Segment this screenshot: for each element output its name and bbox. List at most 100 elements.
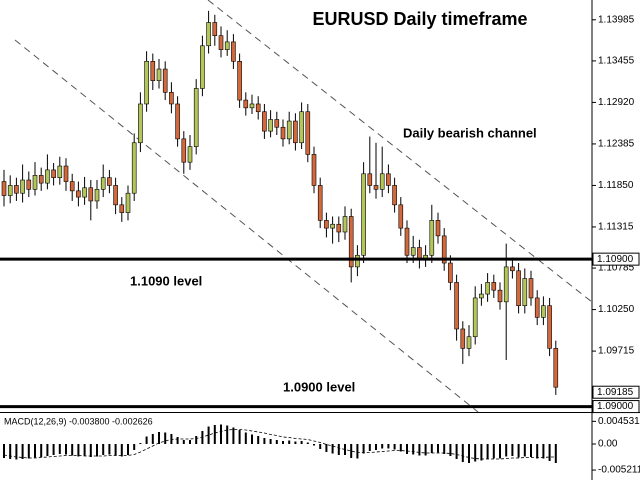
candle-body	[417, 247, 422, 260]
candle-body	[460, 328, 466, 349]
macd-bar	[505, 444, 508, 457]
macd-bar	[517, 444, 520, 458]
candle-body	[262, 111, 267, 132]
macd-bar	[27, 444, 30, 459]
y-tick-label: 0.004531	[598, 416, 640, 427]
candle-body	[20, 179, 25, 194]
candle-body	[175, 103, 180, 140]
y-tick-label: 1.12920	[598, 97, 635, 108]
candle-body	[386, 173, 391, 186]
candle-body	[373, 185, 379, 190]
level-label: 1.09000	[597, 401, 634, 412]
macd-bar	[120, 444, 123, 457]
macd-bar	[127, 444, 129, 455]
y-tick-label: 1.12385	[598, 139, 635, 150]
candle-body	[286, 120, 292, 140]
y-tick-label: 1.13985	[598, 14, 635, 25]
y-tick-label: 1.13455	[598, 56, 635, 67]
candle-body	[379, 173, 385, 190]
macd-bar	[232, 427, 235, 444]
candle-body	[82, 187, 87, 198]
macd-bar	[300, 441, 303, 444]
candle-body	[528, 278, 534, 299]
macd-bar	[46, 444, 49, 456]
candle-body	[45, 169, 50, 184]
candle-body	[249, 103, 255, 109]
chart-title: EURUSD Daily timeframe	[312, 9, 527, 29]
macd-bar	[368, 444, 371, 451]
macd-bar	[251, 434, 253, 444]
candle-body	[237, 60, 242, 101]
candle-body	[125, 192, 131, 213]
macd-bar	[474, 444, 477, 462]
macd-bar	[158, 432, 160, 444]
candle-body	[305, 111, 311, 155]
macd-bar	[21, 444, 24, 459]
candle-body	[138, 103, 143, 144]
macd-bar	[133, 444, 136, 450]
channel-lower-line	[14, 39, 479, 413]
candle-body	[510, 266, 515, 272]
candle-body	[212, 22, 218, 36]
macd-bar	[449, 444, 452, 456]
candle-body	[541, 305, 546, 318]
candle-body	[274, 119, 280, 128]
signal-line	[3, 429, 556, 460]
y-tick-label: 1.11850	[598, 180, 634, 191]
macd-bar	[220, 424, 222, 444]
macd-bar	[65, 444, 67, 455]
macd-bar	[554, 444, 557, 463]
macd-bar	[430, 444, 433, 453]
macd-bar	[102, 444, 105, 455]
macd-bar	[282, 441, 284, 444]
macd-bar	[306, 442, 309, 444]
macd-bar	[387, 444, 390, 449]
macd-bar	[325, 444, 328, 452]
candle-body	[336, 223, 342, 233]
candle-body	[38, 175, 44, 184]
macd-bar	[3, 444, 5, 458]
macd-bar	[238, 430, 241, 444]
macd-bar	[542, 444, 545, 459]
candle-body	[441, 235, 447, 264]
y-tick-label: 1.11315	[598, 222, 634, 233]
macd-bar	[375, 444, 377, 450]
macd-bar	[393, 444, 396, 450]
macd-bar	[406, 444, 408, 454]
macd-bar	[331, 444, 334, 454]
candle-body	[280, 126, 286, 140]
candle-body	[522, 278, 528, 307]
annotation: 1.0900 level	[283, 379, 355, 394]
y-tick-label: 0.00	[598, 439, 618, 450]
macd-bar	[71, 444, 74, 456]
macd-bar	[337, 444, 340, 455]
candle-body	[429, 220, 435, 256]
macd-bar	[34, 444, 36, 458]
macd-bar	[195, 436, 198, 444]
candle-body	[330, 223, 335, 229]
macd-bar	[362, 444, 365, 454]
candle-body	[119, 204, 125, 213]
macd-bar	[319, 444, 322, 449]
candle-body	[32, 175, 38, 190]
candle-body	[342, 216, 348, 233]
macd-bar	[40, 444, 43, 457]
candle-body	[7, 185, 13, 196]
candle-body	[324, 220, 329, 229]
candle-body	[361, 173, 366, 256]
macd-bar	[294, 441, 297, 444]
candle-body	[231, 41, 236, 62]
candle-body	[398, 204, 404, 229]
macd-bar	[530, 444, 532, 457]
candle-body	[76, 190, 81, 198]
macd-bar	[418, 444, 421, 456]
macd-bar	[499, 444, 501, 459]
candle-body	[181, 138, 187, 163]
macd-bar	[350, 444, 353, 458]
candle-body	[193, 88, 199, 147]
candle-body	[479, 293, 484, 299]
macd-bar	[356, 444, 359, 459]
candle-body	[355, 254, 360, 268]
candle-body	[88, 187, 94, 202]
